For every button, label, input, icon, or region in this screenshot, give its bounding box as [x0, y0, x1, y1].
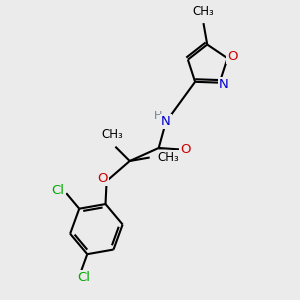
Text: N: N [161, 116, 171, 128]
Text: Cl: Cl [77, 272, 90, 284]
Text: H: H [154, 110, 162, 121]
Text: CH₃: CH₃ [101, 128, 123, 142]
Text: CH₃: CH₃ [158, 151, 180, 164]
Text: N: N [219, 78, 229, 91]
Text: O: O [180, 143, 190, 156]
Text: O: O [98, 172, 108, 185]
Text: CH₃: CH₃ [193, 5, 214, 18]
Text: O: O [227, 50, 238, 63]
Text: Cl: Cl [52, 184, 64, 197]
